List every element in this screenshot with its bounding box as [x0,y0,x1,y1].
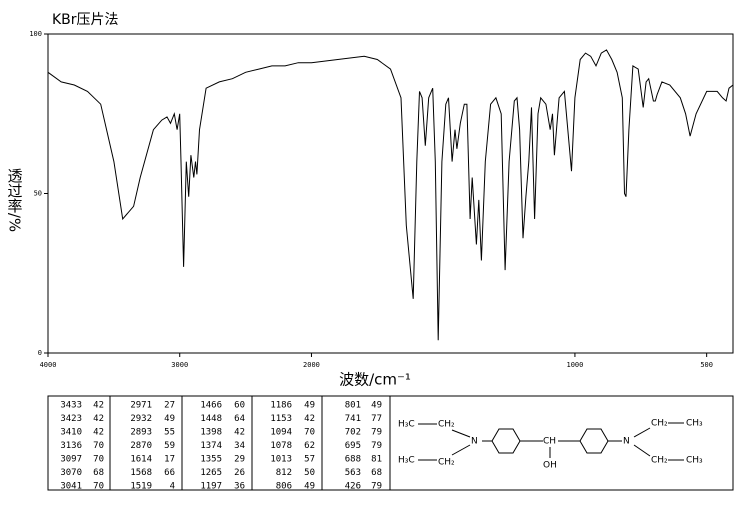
table-cell: 66 [164,468,175,478]
table-cell: 50 [304,468,315,478]
table-cell: 1448 [200,414,222,424]
table-cell: 42 [93,401,104,411]
table-cell: 42 [93,414,104,424]
table-cell: 702 [345,428,361,438]
table-cell: 57 [304,455,315,465]
structure-label: CH [543,437,556,447]
x-tick-label: 3000 [171,361,188,369]
y-tick-label: 50 [34,190,42,198]
structure-label: CH₃ [686,456,703,466]
table-cell: 70 [93,441,104,451]
table-cell: 70 [93,455,104,465]
table-cell: 42 [234,428,245,438]
table-cell: 60 [234,401,245,411]
table-cell: 1078 [270,441,292,451]
table-cell: 42 [93,428,104,438]
table-cell: 2932 [130,414,152,424]
table-cell: 29 [234,455,245,465]
table-cell: 77 [371,414,382,424]
table-cell: 49 [371,401,382,411]
table-cell: 3423 [60,414,82,424]
table-cell: 1374 [200,441,222,451]
x-tick-label: 1000 [566,361,583,369]
table-dividers [109,396,391,490]
table-cell: 2870 [130,441,152,451]
table-cell: 2971 [130,401,152,411]
table-cell: 59 [164,441,175,451]
table-cell: 1568 [130,468,152,478]
structure-label: CH₃ [686,419,703,429]
table-cell: 49 [304,401,315,411]
table-cell: 812 [276,468,292,478]
table-cell: 49 [304,482,315,492]
structure-label: CH₂ [438,458,455,468]
table-cell: 1153 [270,414,292,424]
table-cell: 62 [304,441,315,451]
table-cell: 426 [345,482,361,492]
structure-label: OH [543,461,557,471]
table-cell: 3070 [60,468,82,478]
table-cell: 1466 [200,401,222,411]
table-cell: 1398 [200,428,222,438]
structure-label: CH₂ [651,456,668,466]
table-cell: 49 [164,414,175,424]
x-axis-label: 波数/cm⁻¹ [339,371,411,389]
table-cell: 34 [234,441,245,451]
x-tick-label: 2000 [303,361,320,369]
table-cell: 3136 [60,441,82,451]
table-cell: 17 [164,455,175,465]
table-cell: 741 [345,414,361,424]
table-cell: 26 [234,468,245,478]
table-cell: 806 [276,482,292,492]
table-cell: 27 [164,401,175,411]
table-cell: 64 [234,414,245,424]
table-cell: 688 [345,455,361,465]
table-cell: 3433 [60,401,82,411]
chart-title: KBr压片法 [52,12,119,28]
table-cell: 1186 [270,401,292,411]
structure-label: H₃C [398,456,415,466]
x-tick-label: 4000 [40,361,57,369]
x-tick-label: 500 [700,361,713,369]
plot-frame [47,33,734,354]
structure-bonds [418,422,684,461]
table-cell: 2893 [130,428,152,438]
table-cell: 801 [345,401,361,411]
structure-label: N [623,437,630,447]
table-cell: 70 [93,482,104,492]
table-cell: 1614 [130,455,152,465]
y-axis-label: 透过率/% [6,168,24,232]
table-cell: 70 [304,428,315,438]
table-cell: 68 [93,468,104,478]
structure-label: H₃C [398,420,415,430]
table-cell: 4 [170,482,175,492]
table-cell: 1197 [200,482,222,492]
table-cell: 3097 [60,455,82,465]
table-cell: 79 [371,441,382,451]
y-tick-label: 100 [29,30,42,38]
table-cell: 1265 [200,468,222,478]
table-cell: 68 [371,468,382,478]
table-cell: 1013 [270,455,292,465]
table-cell: 36 [234,482,245,492]
structure-label: CH₂ [651,419,668,429]
spectrum-line [47,49,734,341]
table-cell: 1355 [200,455,222,465]
table-cell: 695 [345,441,361,451]
structure-label: N [471,437,478,447]
table-cell: 3041 [60,482,82,492]
table-cell: 81 [371,455,382,465]
table-cell: 1519 [130,482,152,492]
structure-label: CH₂ [438,420,455,430]
table-cell: 3410 [60,428,82,438]
table-cell: 55 [164,428,175,438]
table-cell: 79 [371,482,382,492]
y-tick-label: 0 [38,349,42,357]
table-cell: 42 [304,414,315,424]
table-cell: 79 [371,428,382,438]
table-cell: 1094 [270,428,292,438]
table-cell: 563 [345,468,361,478]
